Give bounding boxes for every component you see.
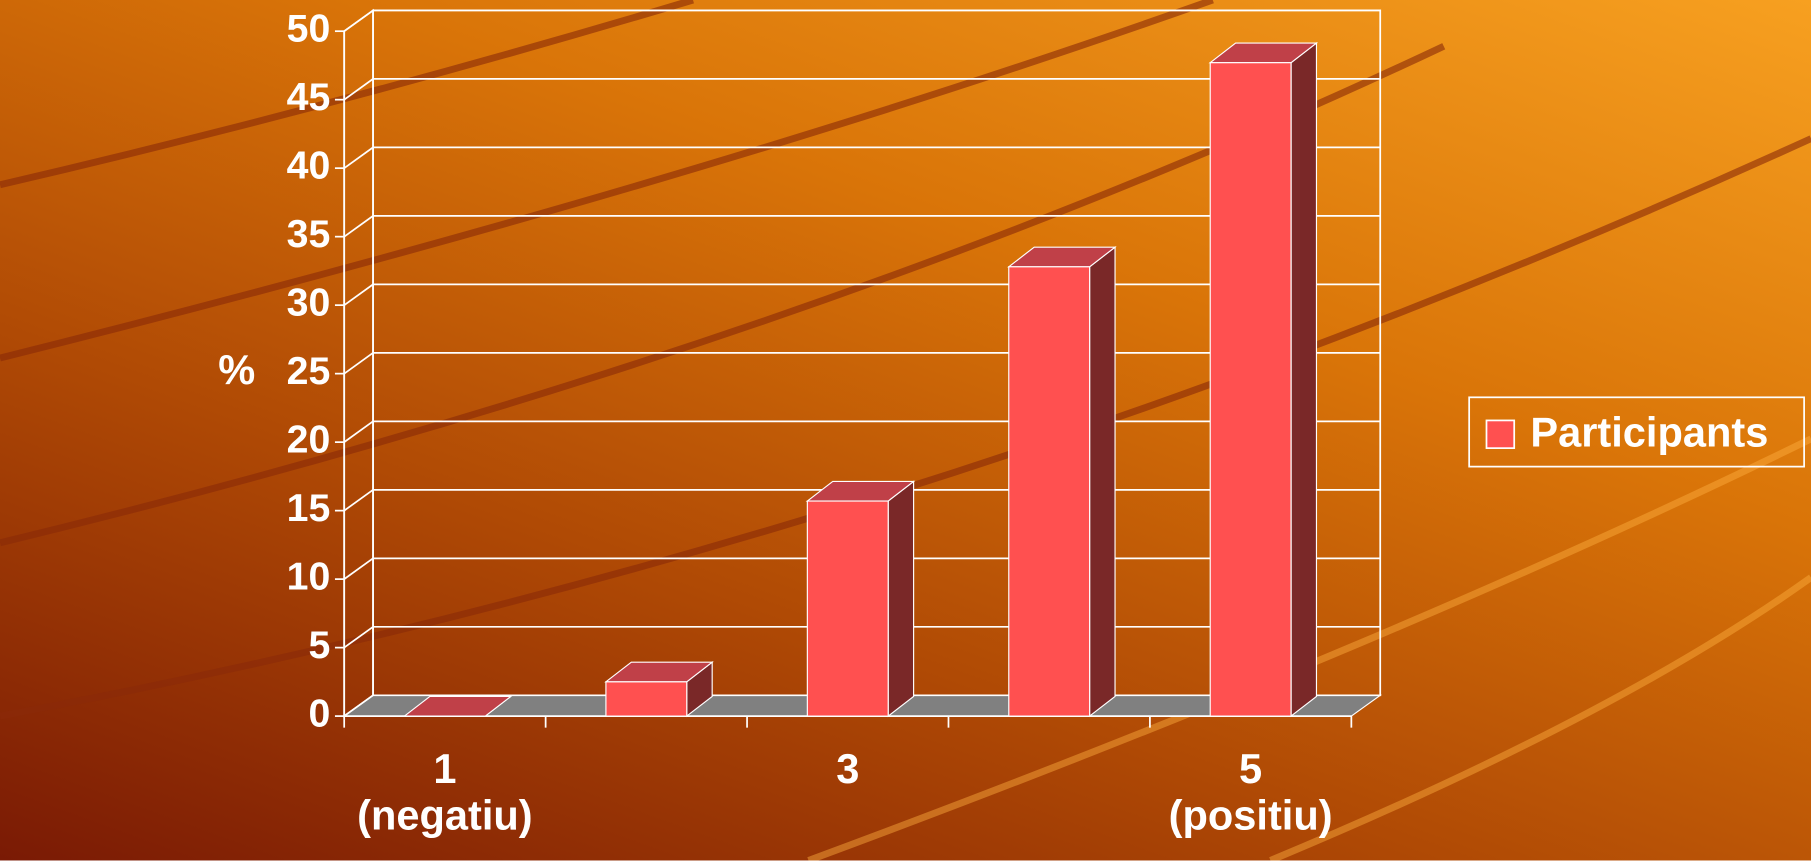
grid-line: [343, 146, 374, 169]
y-tick-label: 45: [287, 75, 331, 119]
y-tick-label: 35: [287, 212, 331, 256]
grid-line: [343, 626, 374, 649]
grid-line: [343, 215, 374, 238]
y-tick-label: 40: [287, 144, 331, 188]
grid-line: [343, 489, 374, 512]
x-tick-label: 1 (negatiu): [357, 744, 533, 839]
y-axis-label: %: [218, 346, 255, 393]
y-tick-label: 50: [287, 7, 331, 51]
grid-line: [343, 283, 374, 306]
bar-side: [1089, 245, 1116, 718]
legend-swatch: [1485, 419, 1516, 450]
bar: [1209, 62, 1292, 717]
legend-box: [1468, 396, 1805, 468]
y-tick-label: 10: [287, 554, 331, 598]
legend-label: Participants: [1530, 408, 1768, 455]
y-tick-label: 25: [287, 349, 331, 393]
decoration: [807, 435, 1811, 861]
x-tick-label: 5 (positiu): [1168, 744, 1333, 839]
bar: [605, 681, 688, 717]
bar: [806, 500, 889, 717]
bar: [1008, 266, 1091, 717]
bar-top: [402, 695, 513, 717]
grid-line: [343, 9, 374, 32]
x-tick-label: 3: [836, 744, 860, 793]
grid-line: [343, 694, 374, 717]
grid-line: [343, 78, 374, 101]
y-tick-label: 0: [308, 691, 330, 735]
grid-line: [343, 557, 374, 580]
grid-line: [343, 352, 374, 375]
grid-line: [343, 420, 374, 443]
y-tick-label: 30: [287, 281, 331, 325]
y-tick-label: 15: [287, 486, 331, 530]
bar-side: [1290, 41, 1318, 718]
y-tick-label: 5: [308, 623, 330, 667]
y-tick-label: 20: [287, 418, 331, 462]
bar-side: [887, 480, 915, 718]
